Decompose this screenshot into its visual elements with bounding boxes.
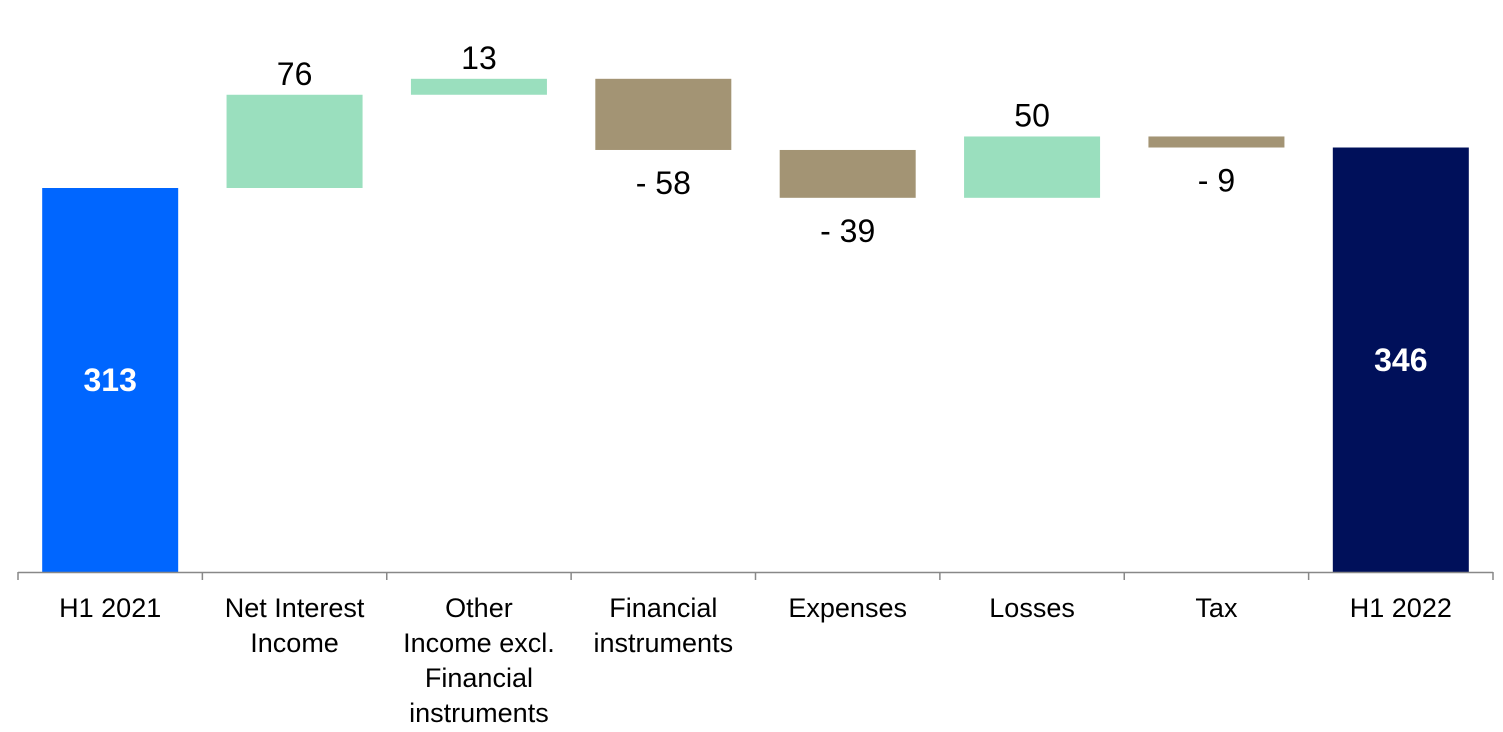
bar-7 [1148,136,1285,148]
bar-2 [226,94,363,188]
data-labels-group: 313 76 13 - 58 - 39 50 - 9 346 [83,40,1427,398]
bar-1 [42,188,179,572]
data-label-8: 346 [1374,342,1427,378]
data-label-6: 50 [1014,97,1050,133]
category-label-4-line-1: Financial [609,593,717,623]
category-labels-group: H1 2021 Net Interest Income Other Income exc… [59,593,1452,728]
bar-6 [964,136,1101,198]
category-label-3-line-3: Financial [425,663,533,693]
data-label-1: 313 [83,362,136,398]
category-label-3-line-1: Other [445,593,513,623]
data-label-4: - 58 [636,165,691,201]
bar-8 [1332,147,1469,572]
data-label-5: - 39 [820,213,875,249]
data-label-7: - 9 [1198,163,1235,199]
category-label-6-line-1: Losses [989,593,1075,623]
category-label-8-line-1: H1 2022 [1350,593,1452,623]
bars-group [42,78,1469,572]
data-label-2: 76 [277,56,313,92]
category-label-2-line-2: Income [250,628,339,658]
bar-3 [410,78,547,95]
category-label-2-line-1: Net Interest [225,593,365,623]
category-label-3-line-4: instruments [409,698,549,728]
x-axis [17,571,1494,580]
category-label-4-line-2: instruments [594,628,734,658]
category-label-7-line-1: Tax [1195,593,1238,623]
data-label-3: 13 [461,40,497,76]
category-label-3-line-2: Income excl. [403,628,555,658]
bar-4 [595,78,732,150]
category-label-1-line-1: H1 2021 [59,593,161,623]
bar-5 [779,149,916,198]
category-label-5-line-1: Expenses [788,593,907,623]
